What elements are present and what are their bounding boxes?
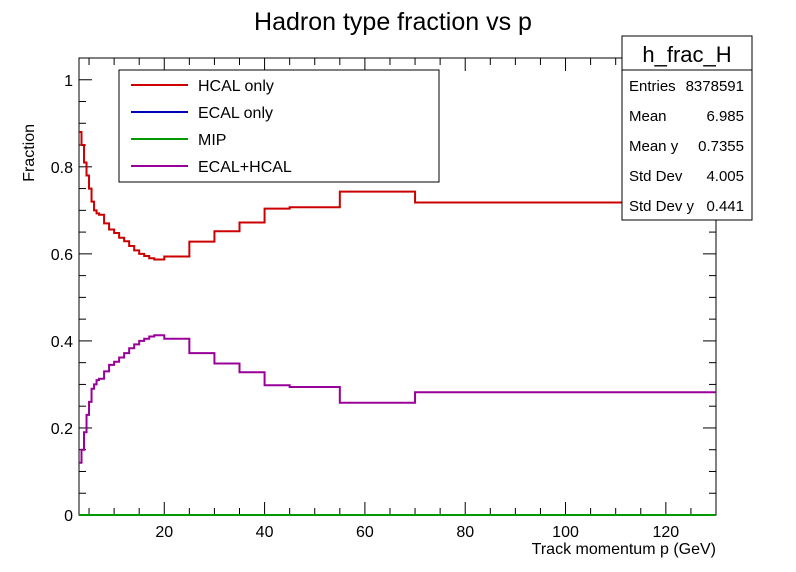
stats-row-value: 0.441 [706, 198, 744, 215]
legend-box [118, 69, 440, 183]
stats-row-value: 8378591 [686, 78, 744, 95]
y-axis: 0 0.2 0.4 0.6 0.8 1 [51, 57, 716, 525]
x-axis-label: Track momentum p (GeV) [532, 541, 716, 558]
legend: HCAL only ECAL only MIP ECAL+HCAL [118, 69, 440, 183]
x-tick-label: 20 [155, 524, 173, 541]
stats-row-value: 6.985 [706, 108, 744, 125]
x-tick-label: 60 [356, 524, 374, 541]
stats-row-label: Entries [629, 78, 676, 95]
stats-row-value: 0.7355 [698, 138, 744, 155]
y-tick-label: 0.8 [51, 160, 73, 177]
stats-row-label: Std Dev [629, 168, 683, 185]
stats-row-label: Mean y [629, 138, 679, 155]
x-axis: 20 40 60 80 100 120 [88, 58, 717, 541]
x-tick-label: 120 [652, 524, 679, 541]
stats-row-label: Mean [629, 108, 667, 125]
legend-label: ECAL only [198, 105, 273, 122]
y-tick-label: 0.4 [51, 334, 73, 351]
y-tick-label: 1 [64, 73, 73, 90]
y-tick-label: 0 [64, 508, 73, 525]
series-line-ecal-hcal [79, 334, 716, 464]
x-tick-label: 100 [552, 524, 579, 541]
stats-box: h_frac_H Entries 8378591 Mean 6.985 Mean y 0.… [621, 35, 753, 221]
legend-label: HCAL only [198, 78, 274, 95]
legend-label: ECAL+HCAL [198, 159, 292, 176]
stats-row-value: 4.005 [706, 168, 744, 185]
x-tick-label: 80 [456, 524, 474, 541]
stats-title: h_frac_H [642, 42, 731, 67]
stats-box-frame [621, 35, 753, 221]
series-group [79, 130, 717, 516]
series-line-hcal-only [79, 130, 717, 261]
y-tick-label: 0.2 [51, 421, 73, 438]
legend-label: MIP [198, 132, 226, 149]
y-tick-label: 0.6 [51, 247, 73, 264]
chart-title: Hadron type fraction vs p [254, 8, 532, 36]
x-tick-label: 40 [256, 524, 274, 541]
stats-row-label: Std Dev y [629, 198, 695, 215]
y-axis-label: Fraction [21, 124, 38, 182]
